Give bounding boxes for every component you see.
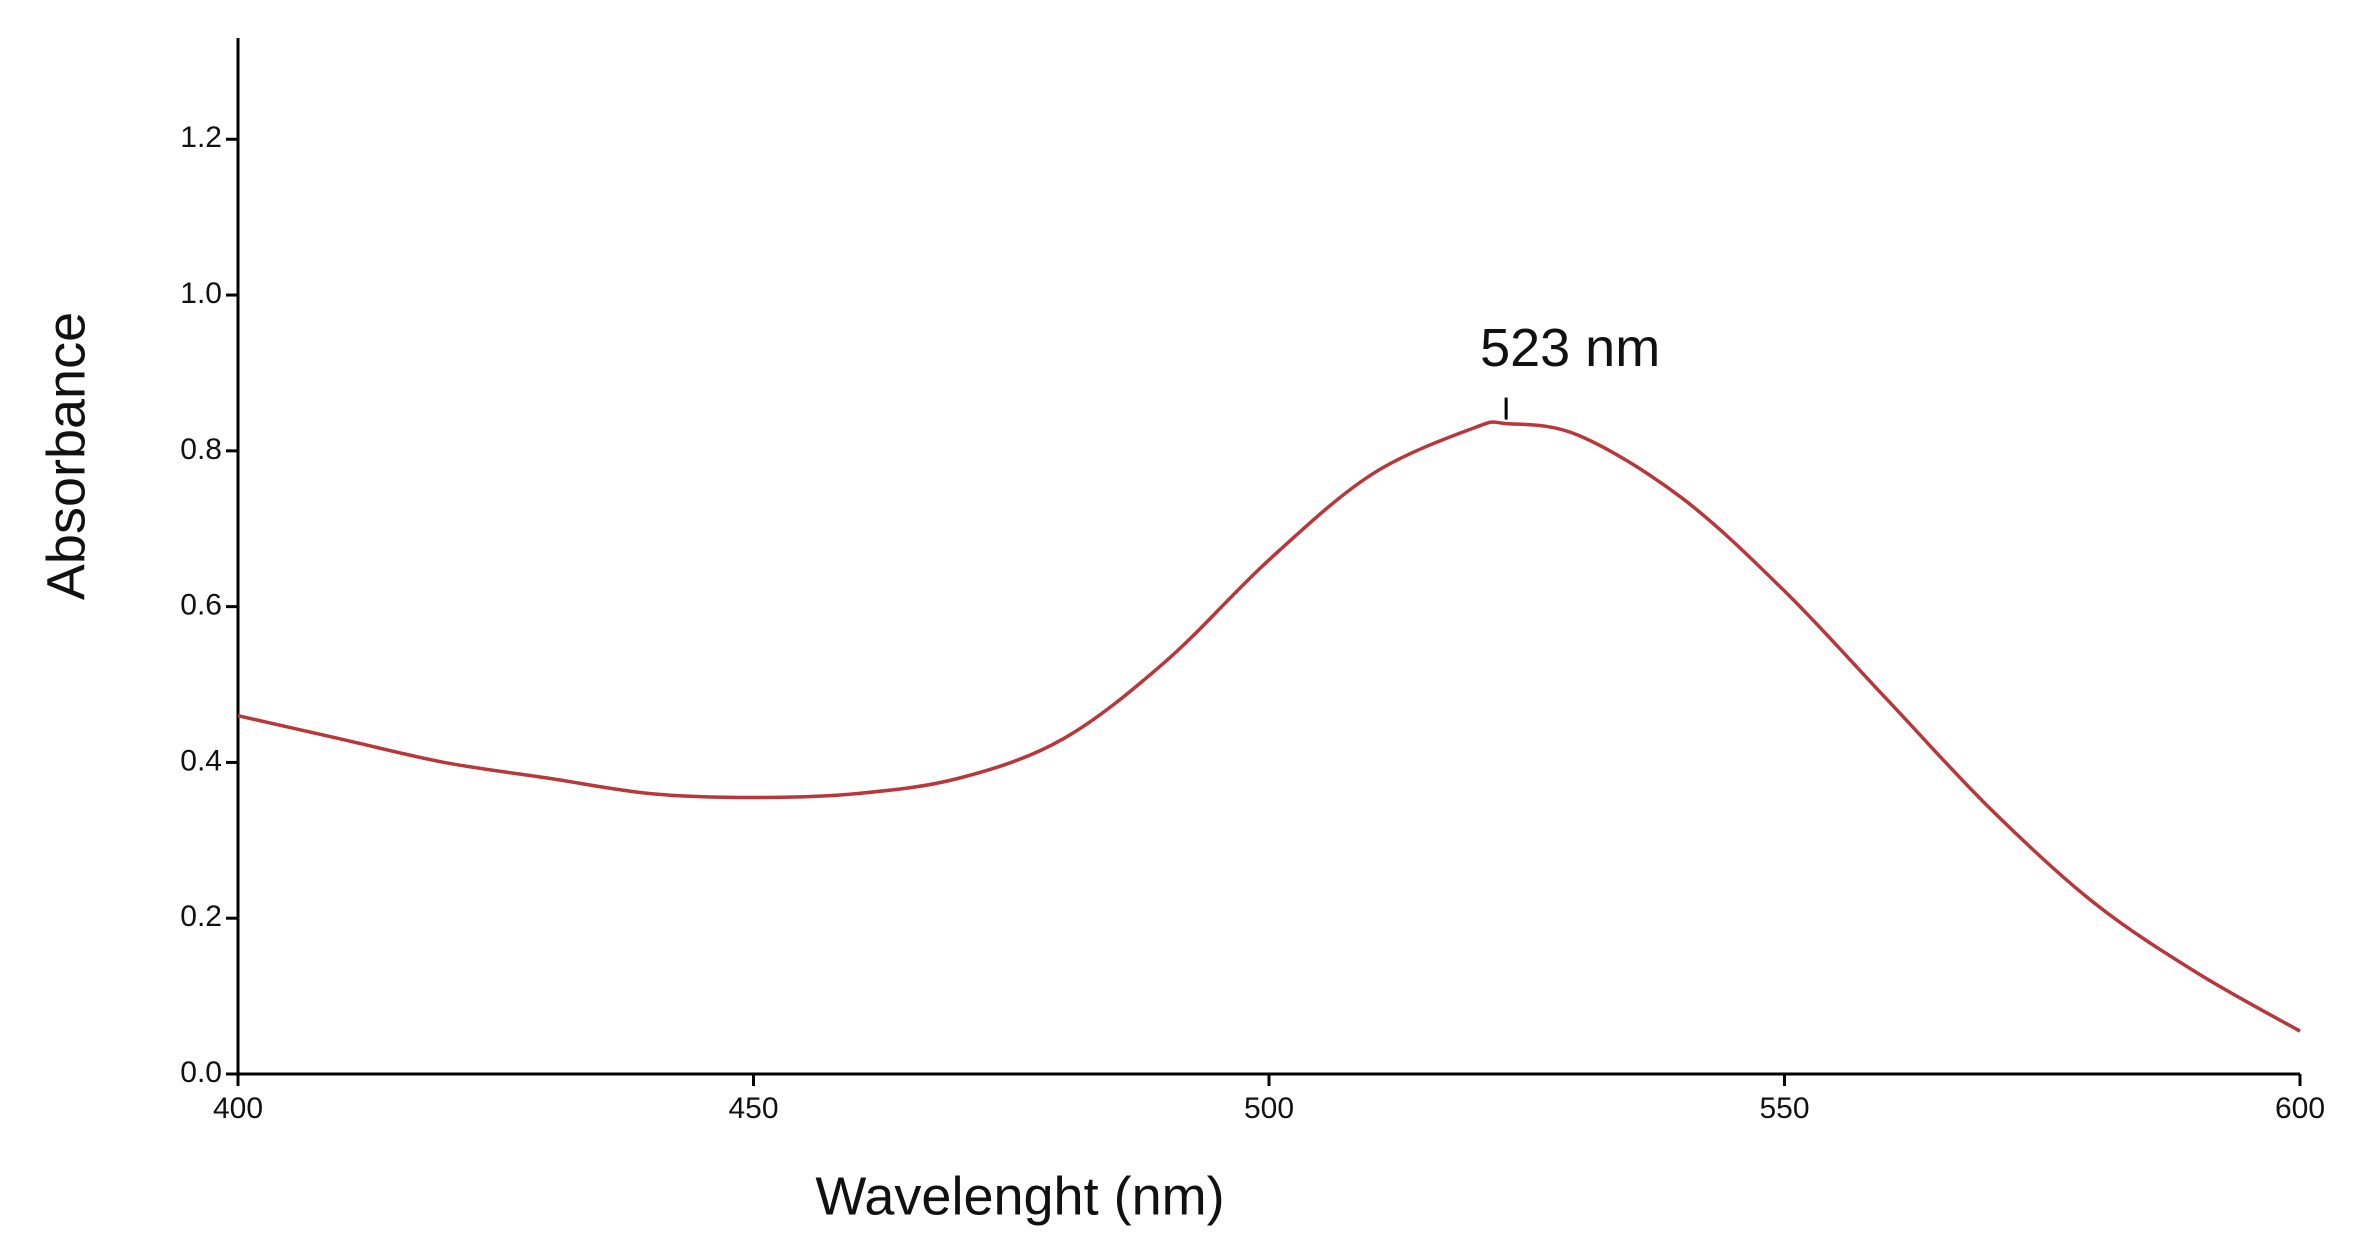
x-tick-label: 500	[1244, 1092, 1294, 1125]
data-line	[237, 420, 2301, 1033]
y-tick-label: 0.4	[180, 744, 222, 777]
annotation: 523 nm	[1480, 318, 1660, 378]
x-tick-label: 450	[728, 1092, 778, 1125]
y-tick-label: 1.0	[180, 277, 222, 310]
x-tick-label: 600	[2275, 1092, 2325, 1125]
x-axis-title: Wavelenght (nm)	[815, 1166, 1224, 1226]
x-tick-label: 400	[213, 1092, 263, 1125]
y-axis-title: Absorbance	[36, 312, 96, 600]
y-tick-label: 0.6	[180, 589, 222, 622]
y-tick-label: 0.2	[180, 900, 222, 933]
x-tick-label: 550	[1759, 1092, 1809, 1125]
y-tick-label: 1.2	[180, 121, 222, 154]
y-tick-label: 0.0	[180, 1056, 222, 1089]
y-tick-label: 0.8	[180, 433, 222, 466]
